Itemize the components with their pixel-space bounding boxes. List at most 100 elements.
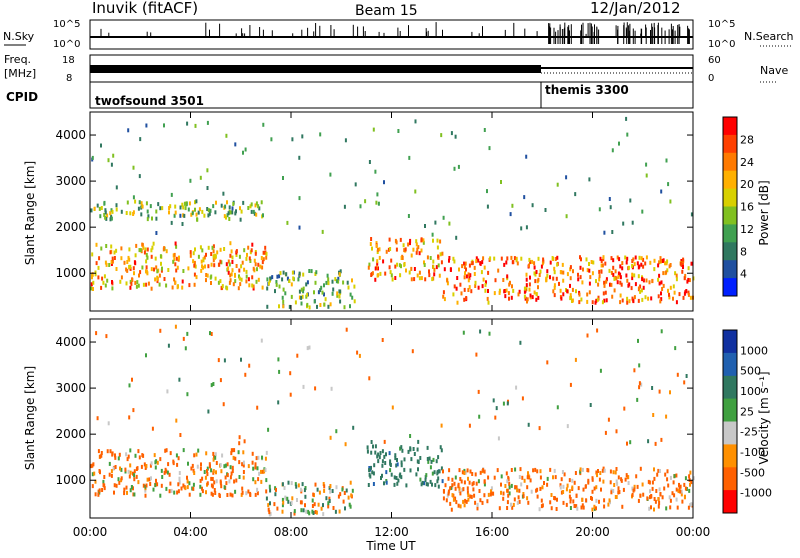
velocity-data-cell [590,496,592,500]
velocity-data-cell [538,426,541,431]
velocity-data-cell [506,500,509,505]
power-data-cell [467,288,470,292]
velocity-data-cell [214,491,217,495]
velocity-data-cell [666,477,669,482]
velocity-data-cell [368,466,371,470]
velocity-data-cell [329,489,332,494]
power-data-cell [529,275,531,280]
power-data-cell [474,280,477,285]
power-data-cell [221,284,224,289]
power-data-cell [125,281,128,286]
power-data-cell [394,264,397,269]
power-data-cell [586,292,589,297]
velocity-data-cell [249,491,252,496]
velocity-data-cell [165,448,168,453]
power-data-cell [266,286,269,291]
power-data-cell [390,273,393,278]
power-data-cell [605,277,608,282]
power-data-cell [223,247,226,251]
velocity-data-cell [281,497,284,502]
power-data-cell [228,280,231,285]
velocity-data-cell [454,486,457,491]
power-data-cell [428,273,431,278]
velocity-data-cell [468,423,471,428]
power-data-cell [486,204,489,209]
power-colorbar-label: Power [dB] [757,180,771,245]
velocity-data-cell [138,455,141,460]
power-data-cell [128,264,131,269]
power-data-cell [266,277,269,282]
power-data-cell [487,289,489,293]
power-colorbar-tick-label: 4 [740,268,747,281]
power-data-cell [260,256,263,260]
velocity-data-cell [251,451,254,456]
velocity-data-cell [154,465,157,470]
velocity-data-cell [112,466,115,471]
power-data-cell [229,241,232,246]
power-data-cell [611,294,614,299]
velocity-data-cell [518,475,521,479]
power-data-cell [292,276,295,281]
power-data-cell [161,206,164,211]
velocity-data-cell [526,496,529,501]
velocity-data-cell [203,470,206,474]
power-data-cell [191,211,194,216]
velocity-data-cell [371,470,374,475]
velocity-data-cell [549,467,552,472]
power-data-cell [553,266,556,271]
velocity-data-cell [238,435,241,440]
power-data-cell [136,280,139,285]
power-data-cell [473,272,476,276]
power-data-cell [156,279,159,284]
velocity-data-cell [466,490,469,495]
velocity-data-cell [196,464,199,469]
velocity-data-cell [349,480,352,485]
power-data-cell [230,272,233,277]
velocity-data-cell [304,486,307,490]
power-data-cell [104,210,107,215]
velocity-data-cell [447,489,450,494]
velocity-data-cell [297,483,300,488]
velocity-data-cell [479,498,482,503]
velocity-data-cell [541,485,544,490]
velocity-data-cell [156,482,159,487]
power-data-cell [126,268,129,273]
velocity-data-cell [413,452,416,456]
velocity-data-cell [110,473,113,478]
velocity-data-cell [654,441,657,446]
velocity-data-cell [265,478,268,483]
power-data-cell [621,298,624,303]
power-data-cell [452,292,455,297]
power-data-cell [250,209,253,214]
velocity-data-cell [329,484,332,488]
velocity-data-cell [462,487,465,492]
velocity-data-cell [684,486,687,491]
velocity-data-cell [385,452,387,457]
beam-title: Beam 15 [355,3,418,19]
velocity-data-cell [235,478,238,483]
velocity-data-cell [265,489,268,494]
nsky-strip-frame [89,19,694,50]
power-data-cell [182,205,185,210]
velocity-data-cell [602,479,605,484]
velocity-data-cell [193,453,196,458]
velocity-data-cell [345,327,348,332]
velocity-data-cell [132,471,134,476]
velocity-data-cell [160,468,163,473]
power-data-cell [571,298,574,303]
power-data-cell [229,278,232,283]
power-data-cell [468,276,471,280]
power-data-cell [493,291,496,296]
velocity-data-cell [330,386,333,391]
power-data-cell [403,262,406,267]
velocity-data-cell [161,475,164,479]
power-data-cell [650,296,653,301]
velocity-ytick-label: 4000 [55,335,86,349]
velocity-data-cell [263,469,266,474]
power-data-cell [132,266,135,271]
velocity-data-cell [677,489,680,494]
power-data-cell [194,264,197,269]
power-data-cell [636,261,639,266]
power-data-cell [138,200,141,205]
power-data-cell [212,244,215,249]
